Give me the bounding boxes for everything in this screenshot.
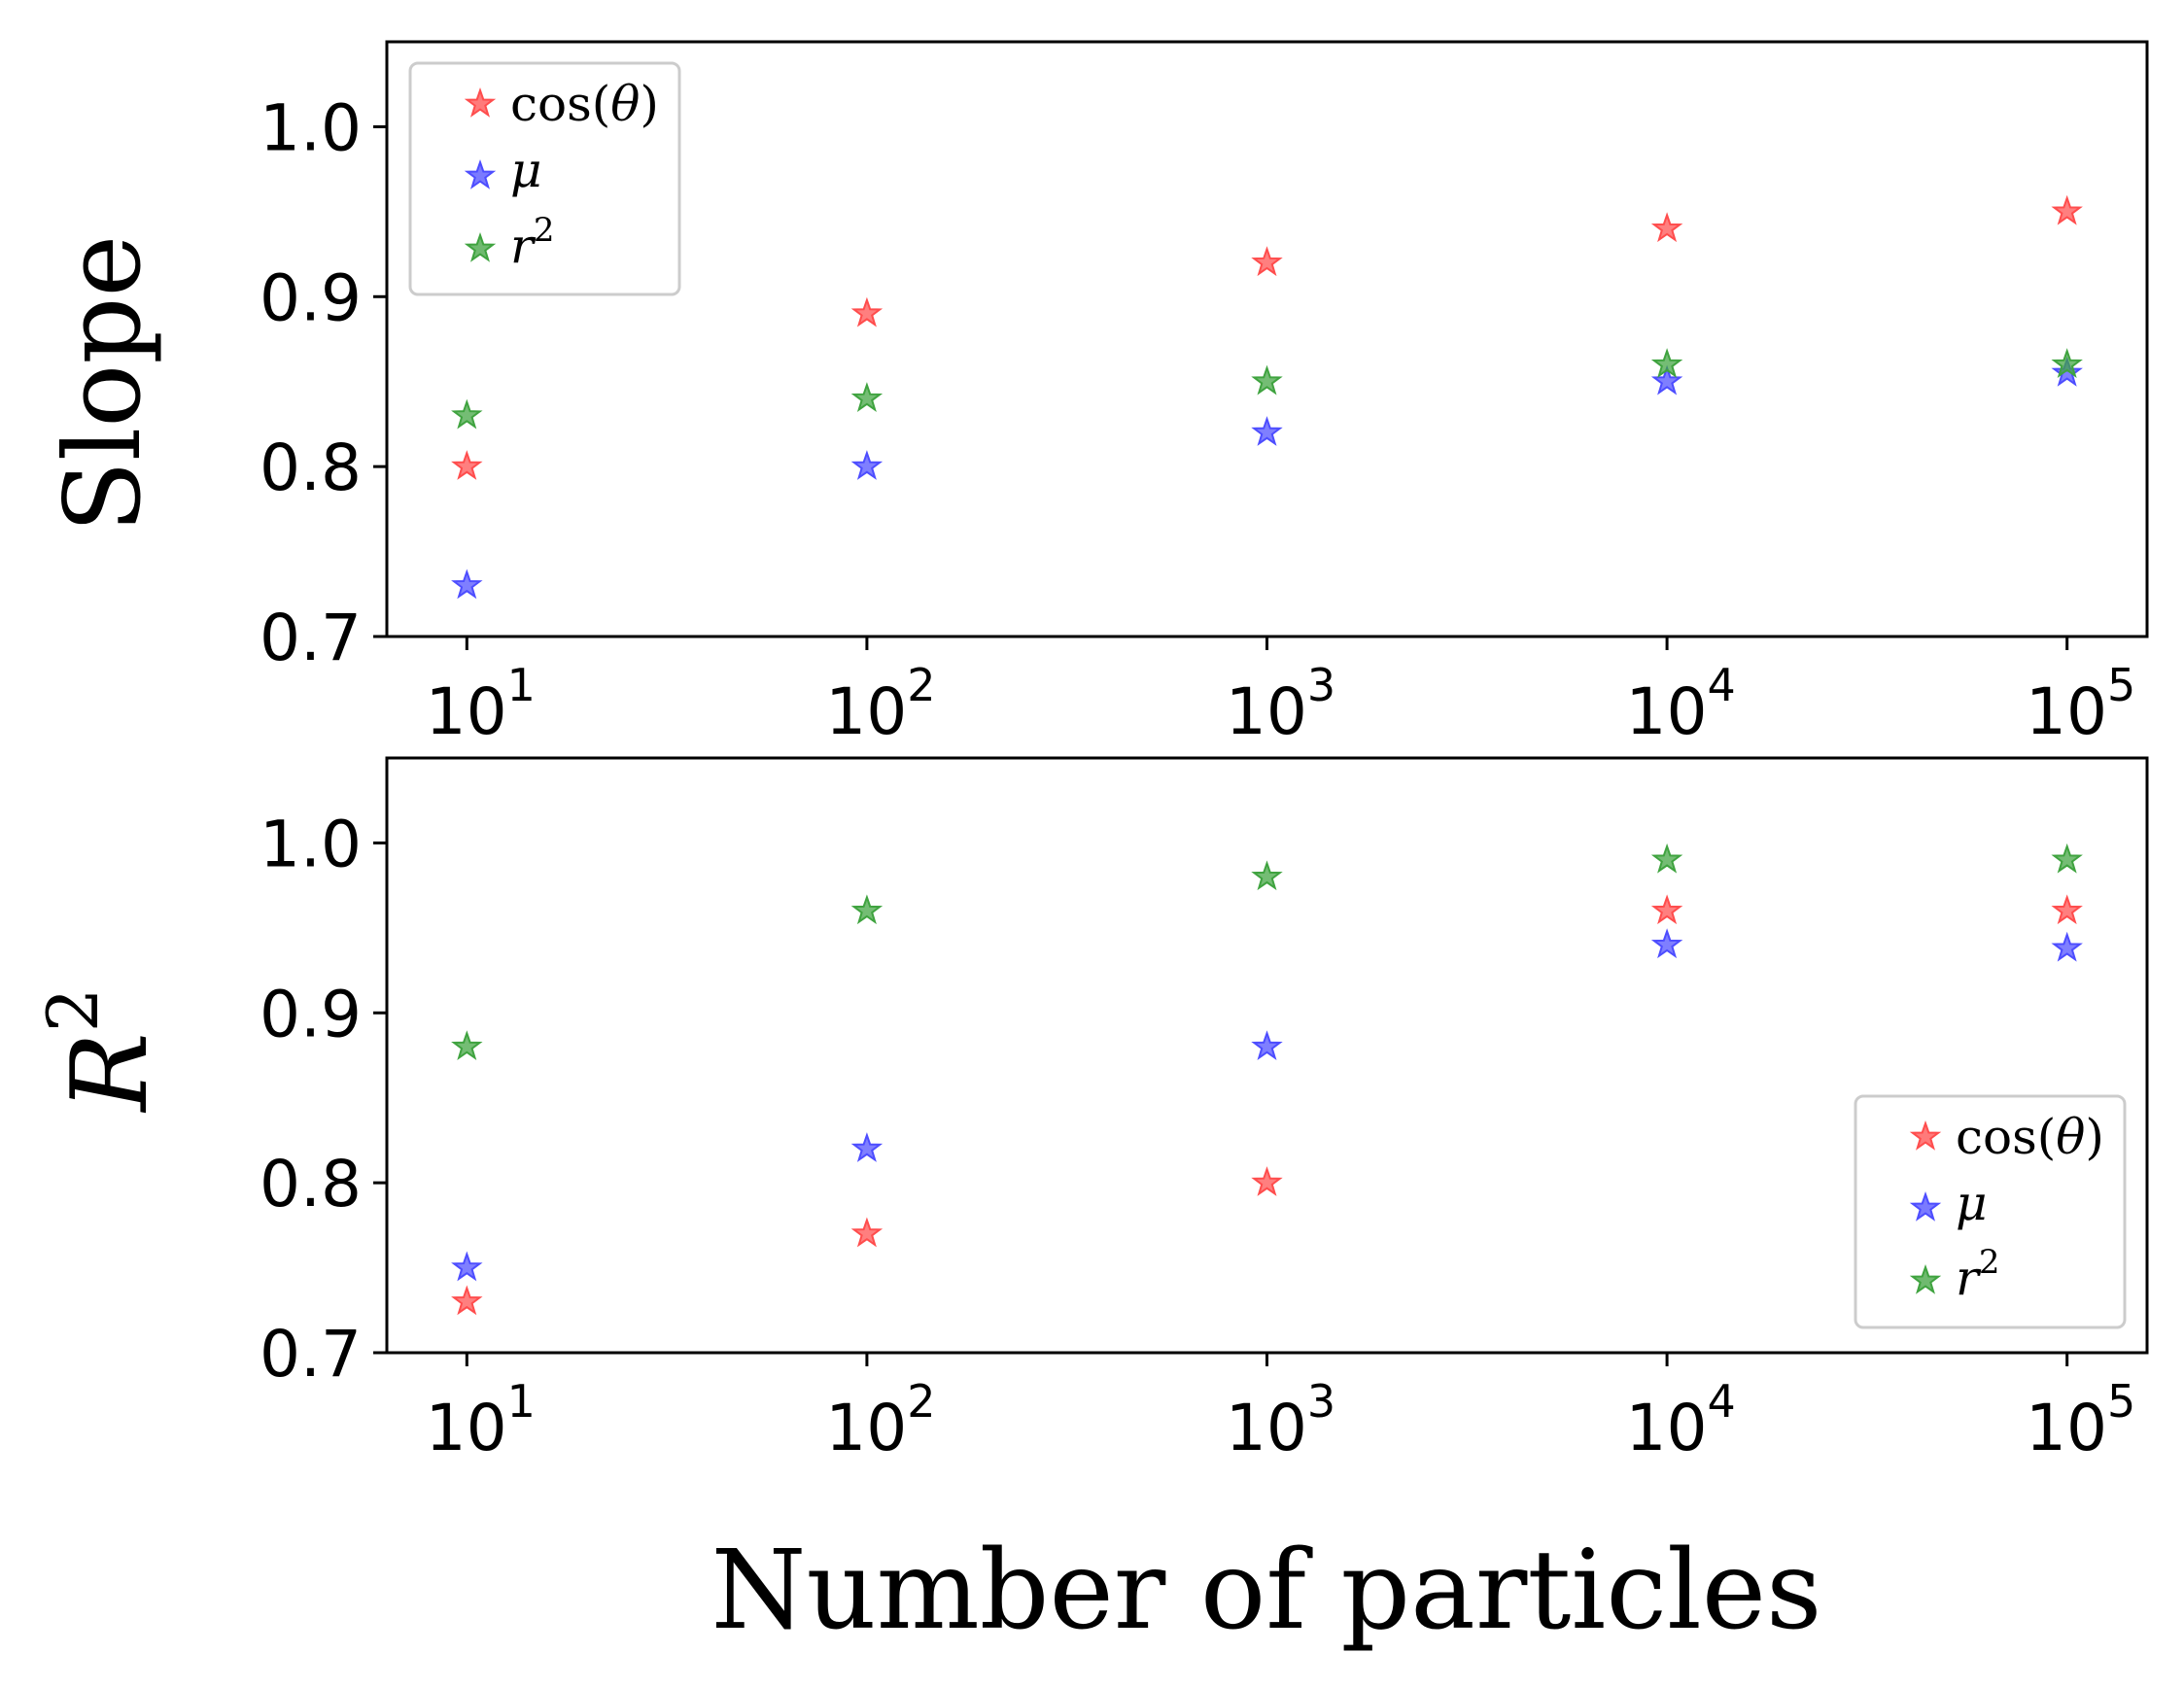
- legend-frame: [1854, 1094, 2127, 1329]
- r2-y-tick-label: 0.9: [260, 977, 362, 1051]
- r2-y-axis-title: R2: [32, 987, 171, 1113]
- slope-y-ticks: 0.7 0.8 0.9 1.0: [260, 90, 387, 675]
- r2-y-ticks: 0.7 0.8 0.9 1.0: [260, 807, 387, 1392]
- r2-x-tick-label: 104: [1625, 1375, 1735, 1465]
- r2-x-tick-label: 101: [426, 1375, 536, 1465]
- legend-mu-label: μ: [1956, 1175, 1988, 1231]
- legend-r2-label: r2: [510, 211, 555, 274]
- legend-cos-label: cos(θ): [510, 76, 659, 132]
- x-axis-title: Number of particles: [711, 1528, 1821, 1654]
- r2-panel: 0.7 0.8 0.9 1.0 101 102 103 104 105 R2 cos(θ) μ…: [32, 756, 2149, 1465]
- slope-y-axis-title: Slope: [43, 235, 164, 534]
- slope-x-ticks: 101 102 103 104 105: [426, 637, 2135, 749]
- r2-plot-area: [385, 756, 2149, 1355]
- legend-frame: [408, 61, 681, 296]
- r2-x-tick-label: 105: [2026, 1375, 2135, 1465]
- slope-x-tick-label: 101: [426, 659, 536, 749]
- legend-mu-label: μ: [510, 142, 542, 198]
- slope-y-tick-label: 0.8: [260, 430, 362, 505]
- r2-x-tick-label: 102: [825, 1375, 935, 1465]
- slope-x-tick-label: 104: [1625, 659, 1735, 749]
- slope-legend: cos(θ) μ r2: [408, 61, 681, 296]
- slope-y-tick-label: 0.9: [260, 260, 362, 335]
- legend-r2-label: r2: [1956, 1243, 2000, 1306]
- r2-x-tick-label: 103: [1226, 1375, 1335, 1465]
- slope-x-tick-label: 102: [825, 659, 935, 749]
- slope-y-tick-label: 1.0: [260, 90, 362, 165]
- slope-y-tick-label: 0.7: [260, 601, 362, 675]
- r2-y-tick-label: 1.0: [260, 807, 362, 881]
- slope-x-tick-label: 105: [2026, 659, 2135, 749]
- r2-legend: cos(θ) μ r2: [1854, 1094, 2127, 1329]
- slope-panel: 0.7 0.8 0.9 1.0 101 102 103 104 105 Slope cos(θ…: [43, 40, 2149, 749]
- r2-y-tick-label: 0.8: [260, 1147, 362, 1222]
- legend-cos-label: cos(θ): [1956, 1109, 2104, 1165]
- r2-y-tick-label: 0.7: [260, 1317, 362, 1392]
- r2-x-ticks: 101 102 103 104 105: [426, 1353, 2135, 1465]
- slope-x-tick-label: 103: [1226, 659, 1335, 749]
